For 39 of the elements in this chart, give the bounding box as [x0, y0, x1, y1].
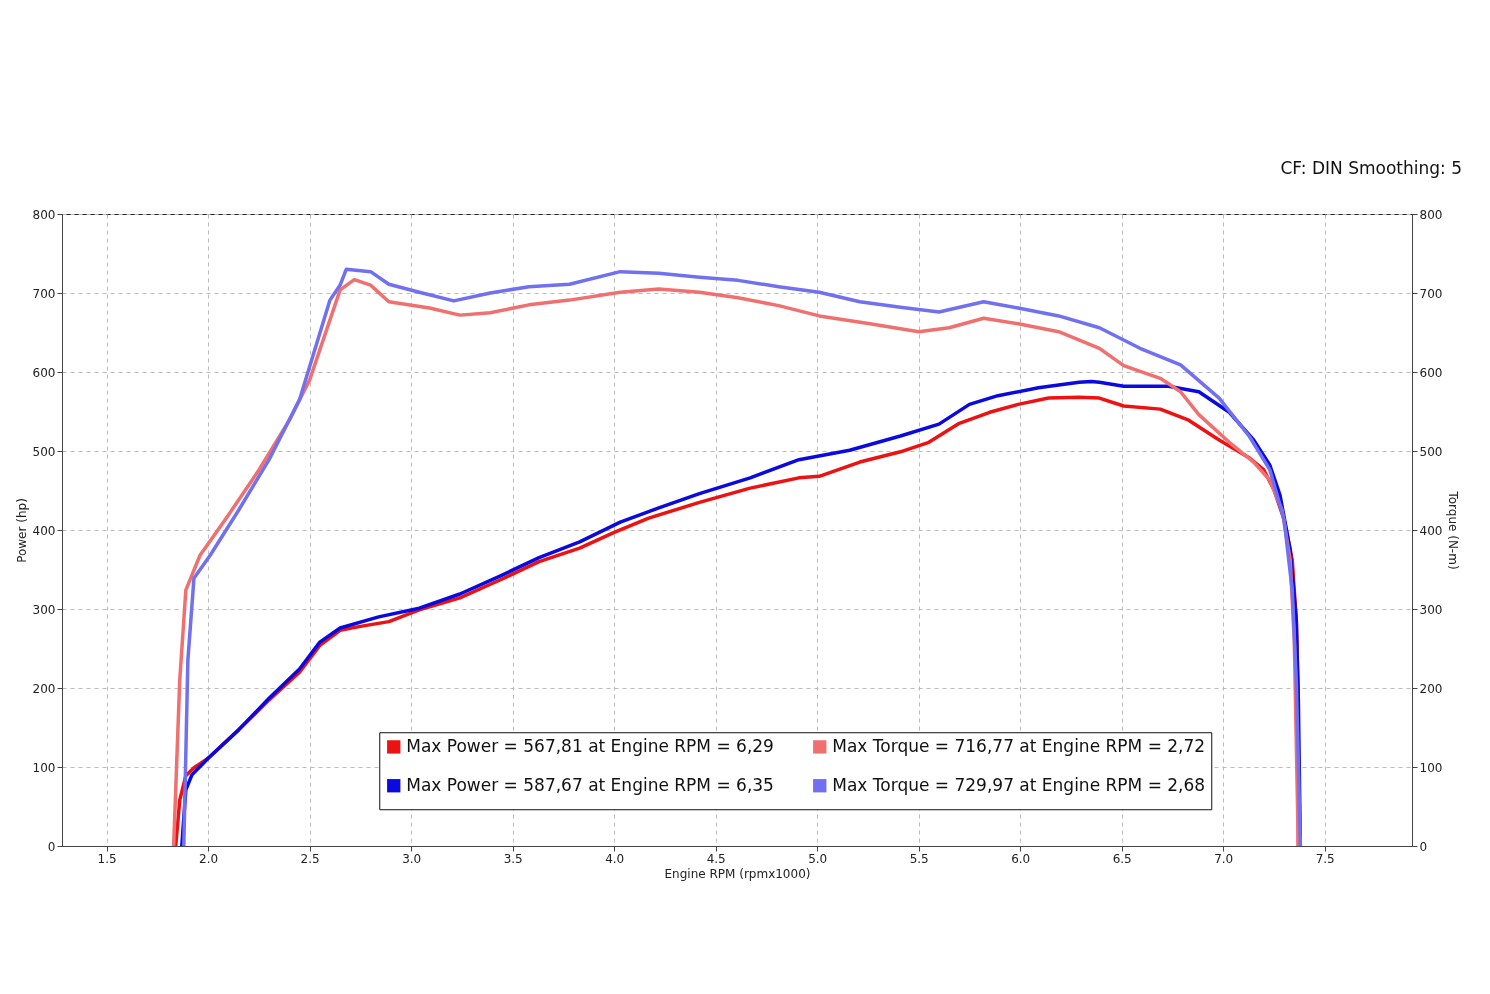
x-tick-label: 1.5 — [97, 851, 117, 866]
y2-axis-title: Torque (N-m) — [1446, 490, 1461, 570]
y-tick-label: 500 — [32, 444, 56, 459]
x-tick-label: 2.0 — [199, 851, 219, 866]
x-axis-title: Engine RPM (rpmx1000) — [664, 866, 811, 881]
text: CF: DIN Smoothing: 5 — [1280, 158, 1462, 178]
x-tick-label: 3.5 — [503, 851, 523, 866]
y2-tick-label: 800 — [1419, 207, 1443, 222]
x-tick-label: 5.0 — [808, 851, 828, 866]
legend-label: Max Torque = 729,97 at Engine RPM = 2,68 — [832, 774, 1206, 795]
x-tick-label: 4.5 — [706, 851, 726, 866]
legend-label: Max Torque = 716,77 at Engine RPM = 2,72 — [832, 735, 1206, 756]
x-tick-label: 6.5 — [1112, 851, 1132, 866]
x-tick-label: 7.0 — [1214, 851, 1234, 866]
y-axis-title: Power (hp) — [14, 498, 29, 563]
y-tick-label: 700 — [32, 286, 56, 301]
y-tick-label: 800 — [32, 207, 56, 222]
y2-tick-label: 600 — [1419, 365, 1443, 380]
y-tick-label: 200 — [32, 681, 56, 696]
y-tick-label: 0 — [47, 839, 56, 854]
y-tick-label: 600 — [32, 365, 56, 380]
y2-tick-label: 200 — [1419, 681, 1443, 696]
x-tick-label: 3.0 — [402, 851, 422, 866]
y2-tick-label: 700 — [1419, 286, 1443, 301]
x-tick-label: 2.5 — [300, 851, 320, 866]
y2-tick-label: 500 — [1419, 444, 1443, 459]
x-tick-label: 4.0 — [605, 851, 625, 866]
y-tick-label: 300 — [32, 602, 56, 617]
y2-tick-label: 100 — [1419, 760, 1443, 775]
y2-tick-label: 300 — [1419, 602, 1443, 617]
x-tick-label: 5.5 — [909, 851, 929, 866]
x-tick-label: 6.0 — [1011, 851, 1031, 866]
y2-tick-label: 0 — [1419, 839, 1428, 854]
y2-tick-label: 400 — [1419, 523, 1443, 538]
y-tick-label: 100 — [32, 760, 56, 775]
y-tick-label: 400 — [32, 523, 56, 538]
x-tick-label: 7.5 — [1315, 851, 1335, 866]
legend-label: Max Power = 567,81 at Engine RPM = 6,29 — [406, 735, 774, 756]
legend-label: Max Power = 587,67 at Engine RPM = 6,35 — [406, 774, 774, 795]
